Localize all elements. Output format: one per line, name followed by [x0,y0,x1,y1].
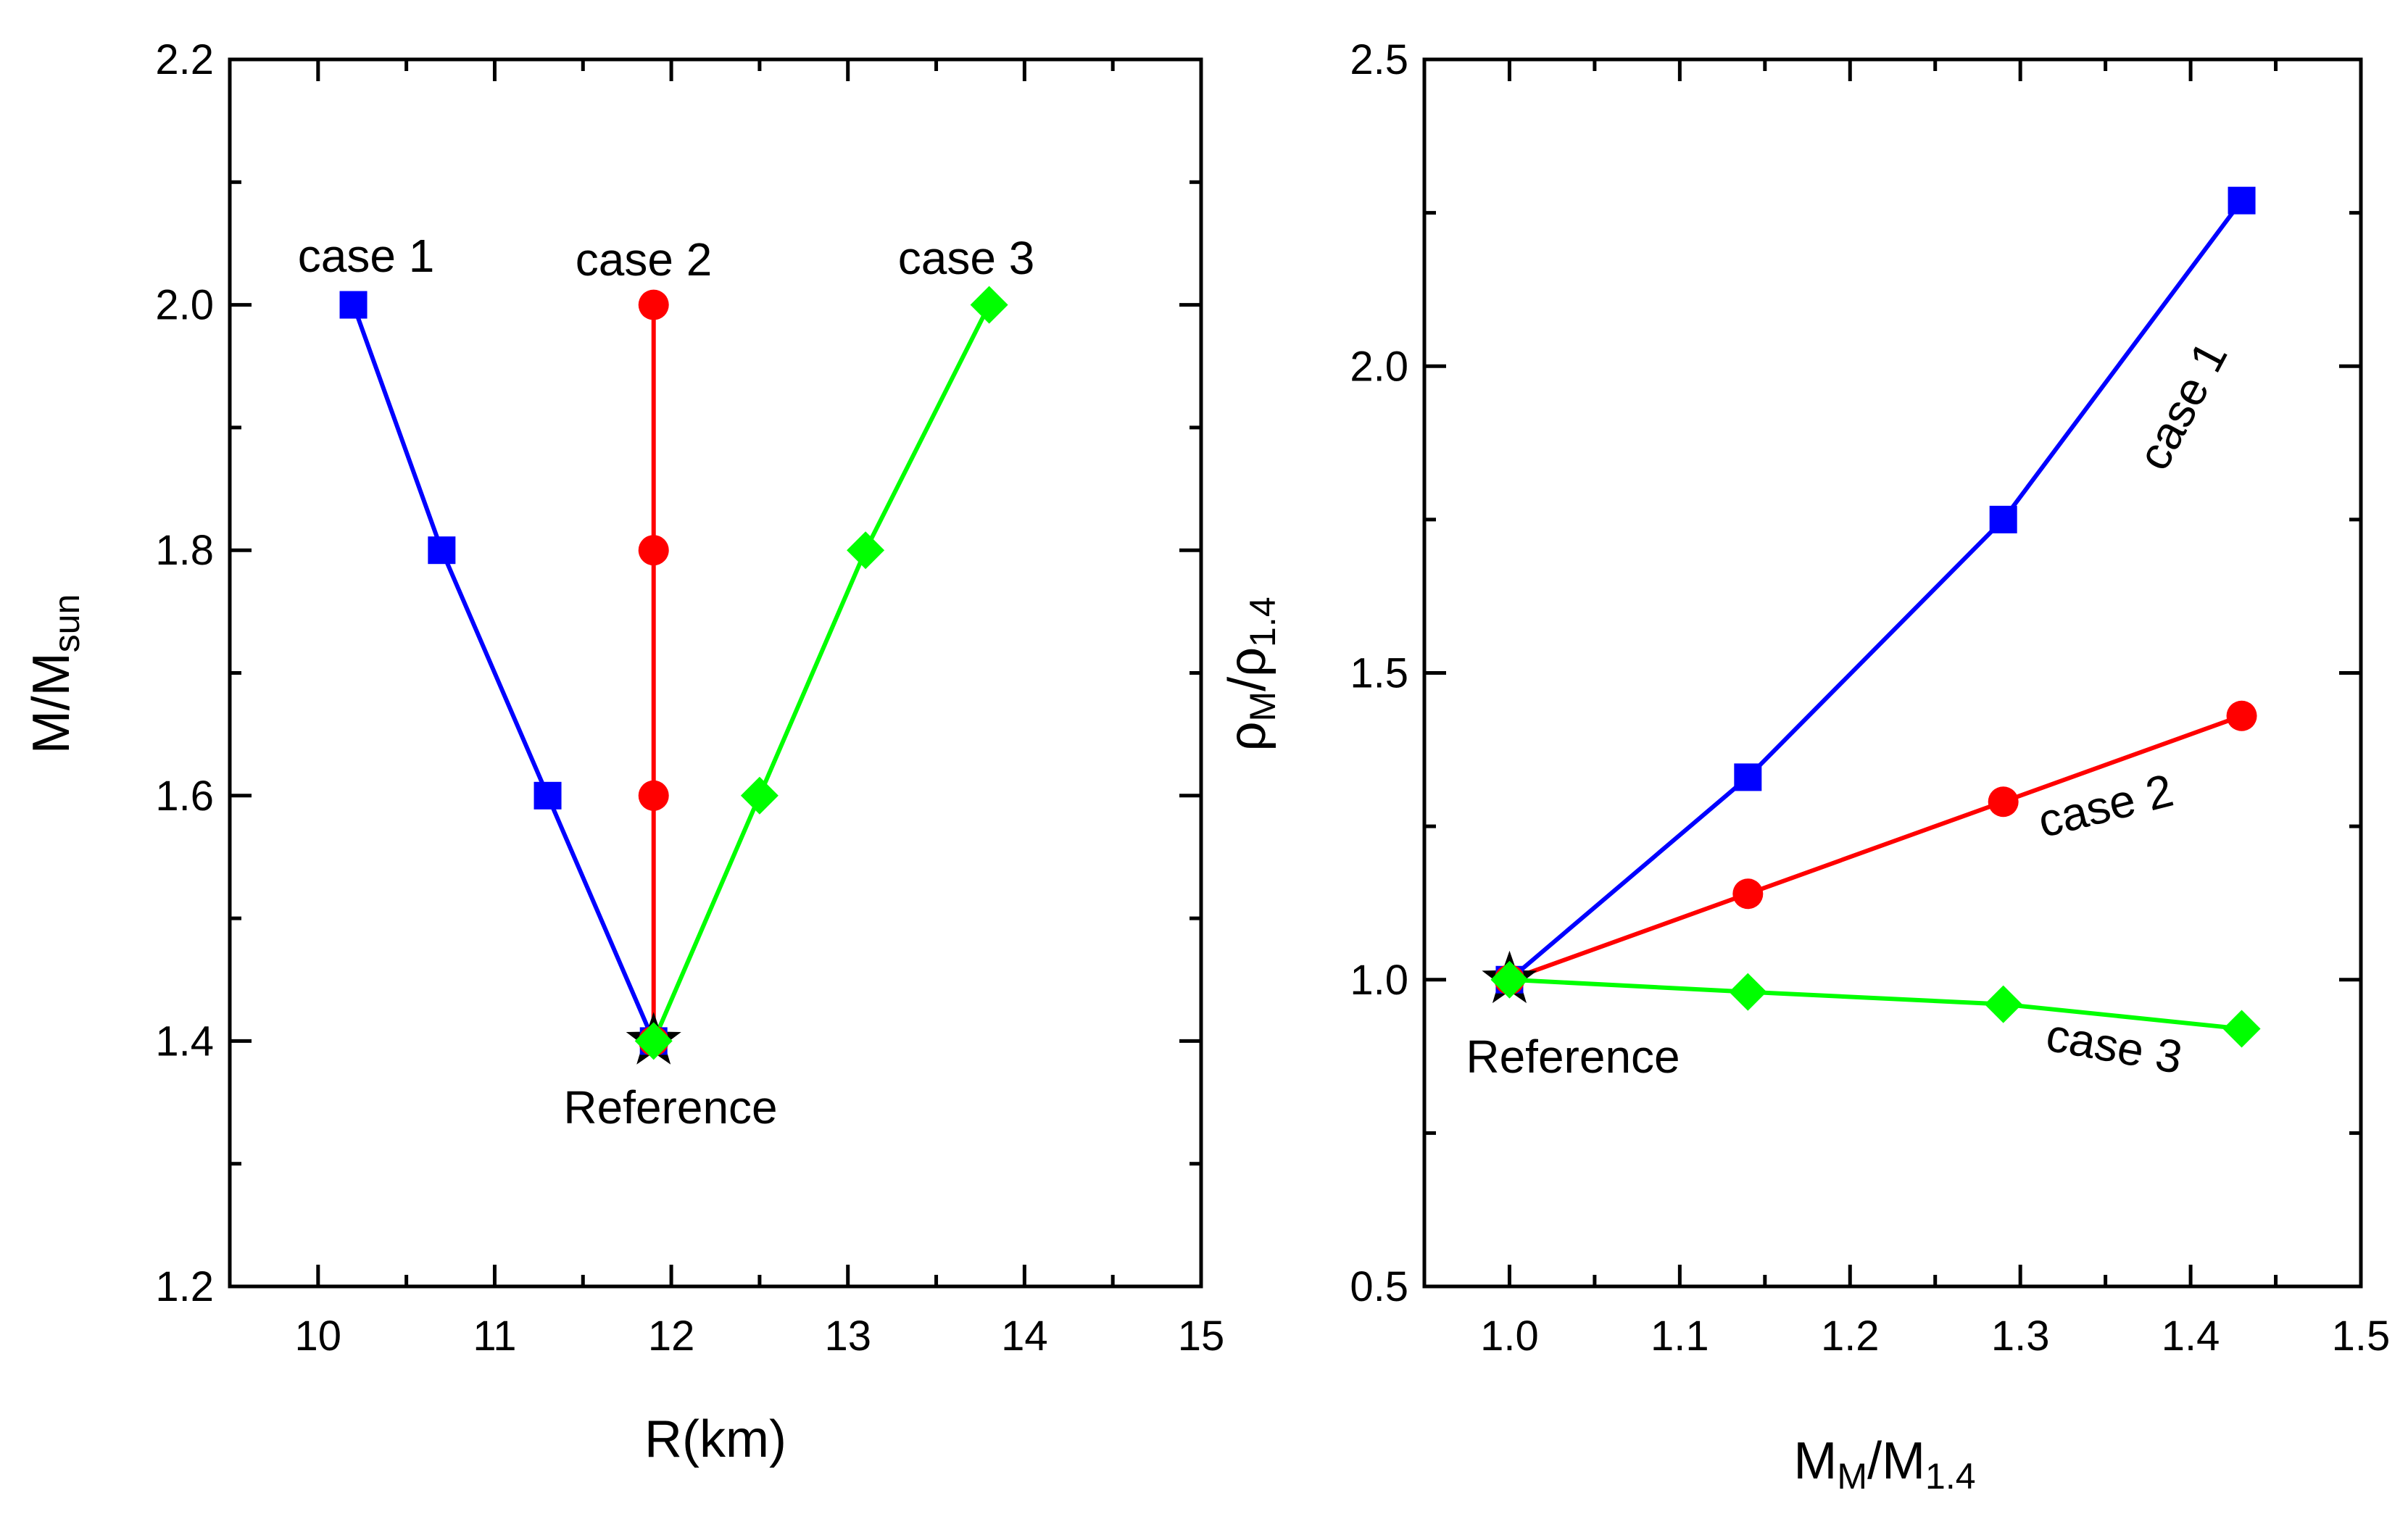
right-marker-case-1 [1989,505,2017,533]
right-y-tick-label: 2.5 [1350,36,1408,83]
right-series-line-case-1 [1508,199,2243,982]
left-chart: 10 11 12 13 14 15 1.2 1.4 1.6 1.8 2.0 2.2 case 1 ca… [22,36,1224,1468]
right-marker-case-1 [2228,186,2256,215]
right-x-tick-label: 1.0 [1480,1313,1539,1360]
left-x-tick-label: 15 [1178,1313,1225,1360]
right-marker-case-2 [2226,700,2257,731]
right-y-axis-title-sub1: M [1242,691,1283,722]
left-marker-case-2 [638,780,669,811]
left-marker-case-3 [634,1022,673,1060]
right-annotation-case-1: case 1 [2127,333,2238,478]
right-y-tick-label: 1.0 [1350,957,1408,1004]
right-y-tick-label: 2.0 [1350,343,1408,390]
left-y-tick-label: 1.2 [155,1263,214,1310]
left-x-tick-label: 10 [295,1313,342,1360]
left-x-tick-label: 14 [1001,1313,1048,1360]
left-marker-case-3 [970,286,1008,324]
right-marker-case-3 [1490,960,1529,999]
left-y-tick-label: 2.0 [155,282,214,329]
right-x-axis-title-mid: /M [1867,1432,1925,1490]
left-marker-case-1 [339,291,368,319]
right-x-tick-label: 1.3 [1991,1313,2050,1360]
left-y-axis-title-main: M/M [22,652,80,754]
right-marker-case-3 [1729,973,1767,1011]
right-marker-case-1 [1734,763,1762,791]
right-x-axis-title-sub1: M [1837,1456,1867,1497]
left-y-tick-label: 1.8 [155,527,214,574]
right-x-tick-label: 1.1 [1651,1313,1709,1360]
left-annotation-case-2: case 2 [576,233,713,286]
right-series-line-case-2 [1508,713,2243,982]
left-marker-case-2 [638,289,669,320]
right-plot-frame [1422,57,2363,1289]
left-y-axis-title: M/Msun [22,594,87,754]
left-annotation-case-1: case 1 [298,230,435,282]
left-series-markers [339,286,1008,1065]
left-y-tick-label: 1.4 [155,1018,214,1065]
left-x-tick-label: 12 [648,1313,695,1360]
right-series-lines [1508,199,2243,1031]
right-y-tick-label: 1.5 [1350,650,1408,697]
right-annotation-case-2: case 2 [2033,764,2177,847]
right-y-tick-label: 0.5 [1350,1263,1408,1310]
right-x-axis-title-sub2: 1.4 [1925,1456,1976,1497]
right-y-axis-title-main: ρ [1218,722,1276,752]
left-marker-case-3 [847,531,885,570]
left-x-tick-label: 13 [824,1313,871,1360]
left-y-tick-label: 1.6 [155,773,214,820]
left-y-axis-title-sub: sun [46,594,87,653]
left-marker-case-3 [740,776,779,815]
right-series-line-case-3 [1509,977,2242,1031]
right-y-axis-title-mid: /ρ [1218,647,1276,691]
left-series-lines [351,304,992,1042]
right-chart: 1.0 1.1 1.2 1.3 1.4 1.5 0.5 1.0 1.5 2.0 2.5 case 1… [1218,36,2390,1497]
right-y-axis-title: ρM/ρ1.4 [1218,596,1283,751]
left-series-line-case-1 [351,304,656,1042]
right-x-tick-label: 1.4 [2162,1313,2220,1360]
left-axis-ticks: 10 11 12 13 14 15 1.2 1.4 1.6 1.8 2.0 2.2 [155,36,1224,1360]
right-x-axis-title: MM/M1.4 [1793,1432,1975,1497]
right-marker-case-3 [1984,985,2022,1023]
left-series-line-case-3 [651,304,992,1042]
right-marker-case-3 [2222,1010,2261,1048]
left-x-tick-label: 11 [473,1313,516,1360]
right-series-markers [1482,186,2261,1048]
right-x-tick-label: 1.5 [2332,1313,2391,1360]
right-y-axis-title-sub2: 1.4 [1242,596,1283,647]
right-marker-case-2 [1732,878,1764,910]
right-x-tick-label: 1.2 [1821,1313,1880,1360]
left-annotation-case-3: case 3 [898,232,1035,284]
left-x-axis-title: R(km) [644,1410,786,1468]
left-reference-label: Reference [563,1081,777,1134]
left-marker-case-2 [638,535,669,566]
left-y-tick-label: 2.2 [155,36,214,83]
right-axis-ticks: 1.0 1.1 1.2 1.3 1.4 1.5 0.5 1.0 1.5 2.0 2.5 [1350,36,2390,1360]
left-marker-case-1 [428,536,456,565]
right-reference-label: Reference [1466,1031,1680,1083]
right-marker-case-2 [1988,786,2019,818]
right-x-axis-title-main: M [1793,1432,1837,1490]
left-marker-case-1 [534,781,562,810]
